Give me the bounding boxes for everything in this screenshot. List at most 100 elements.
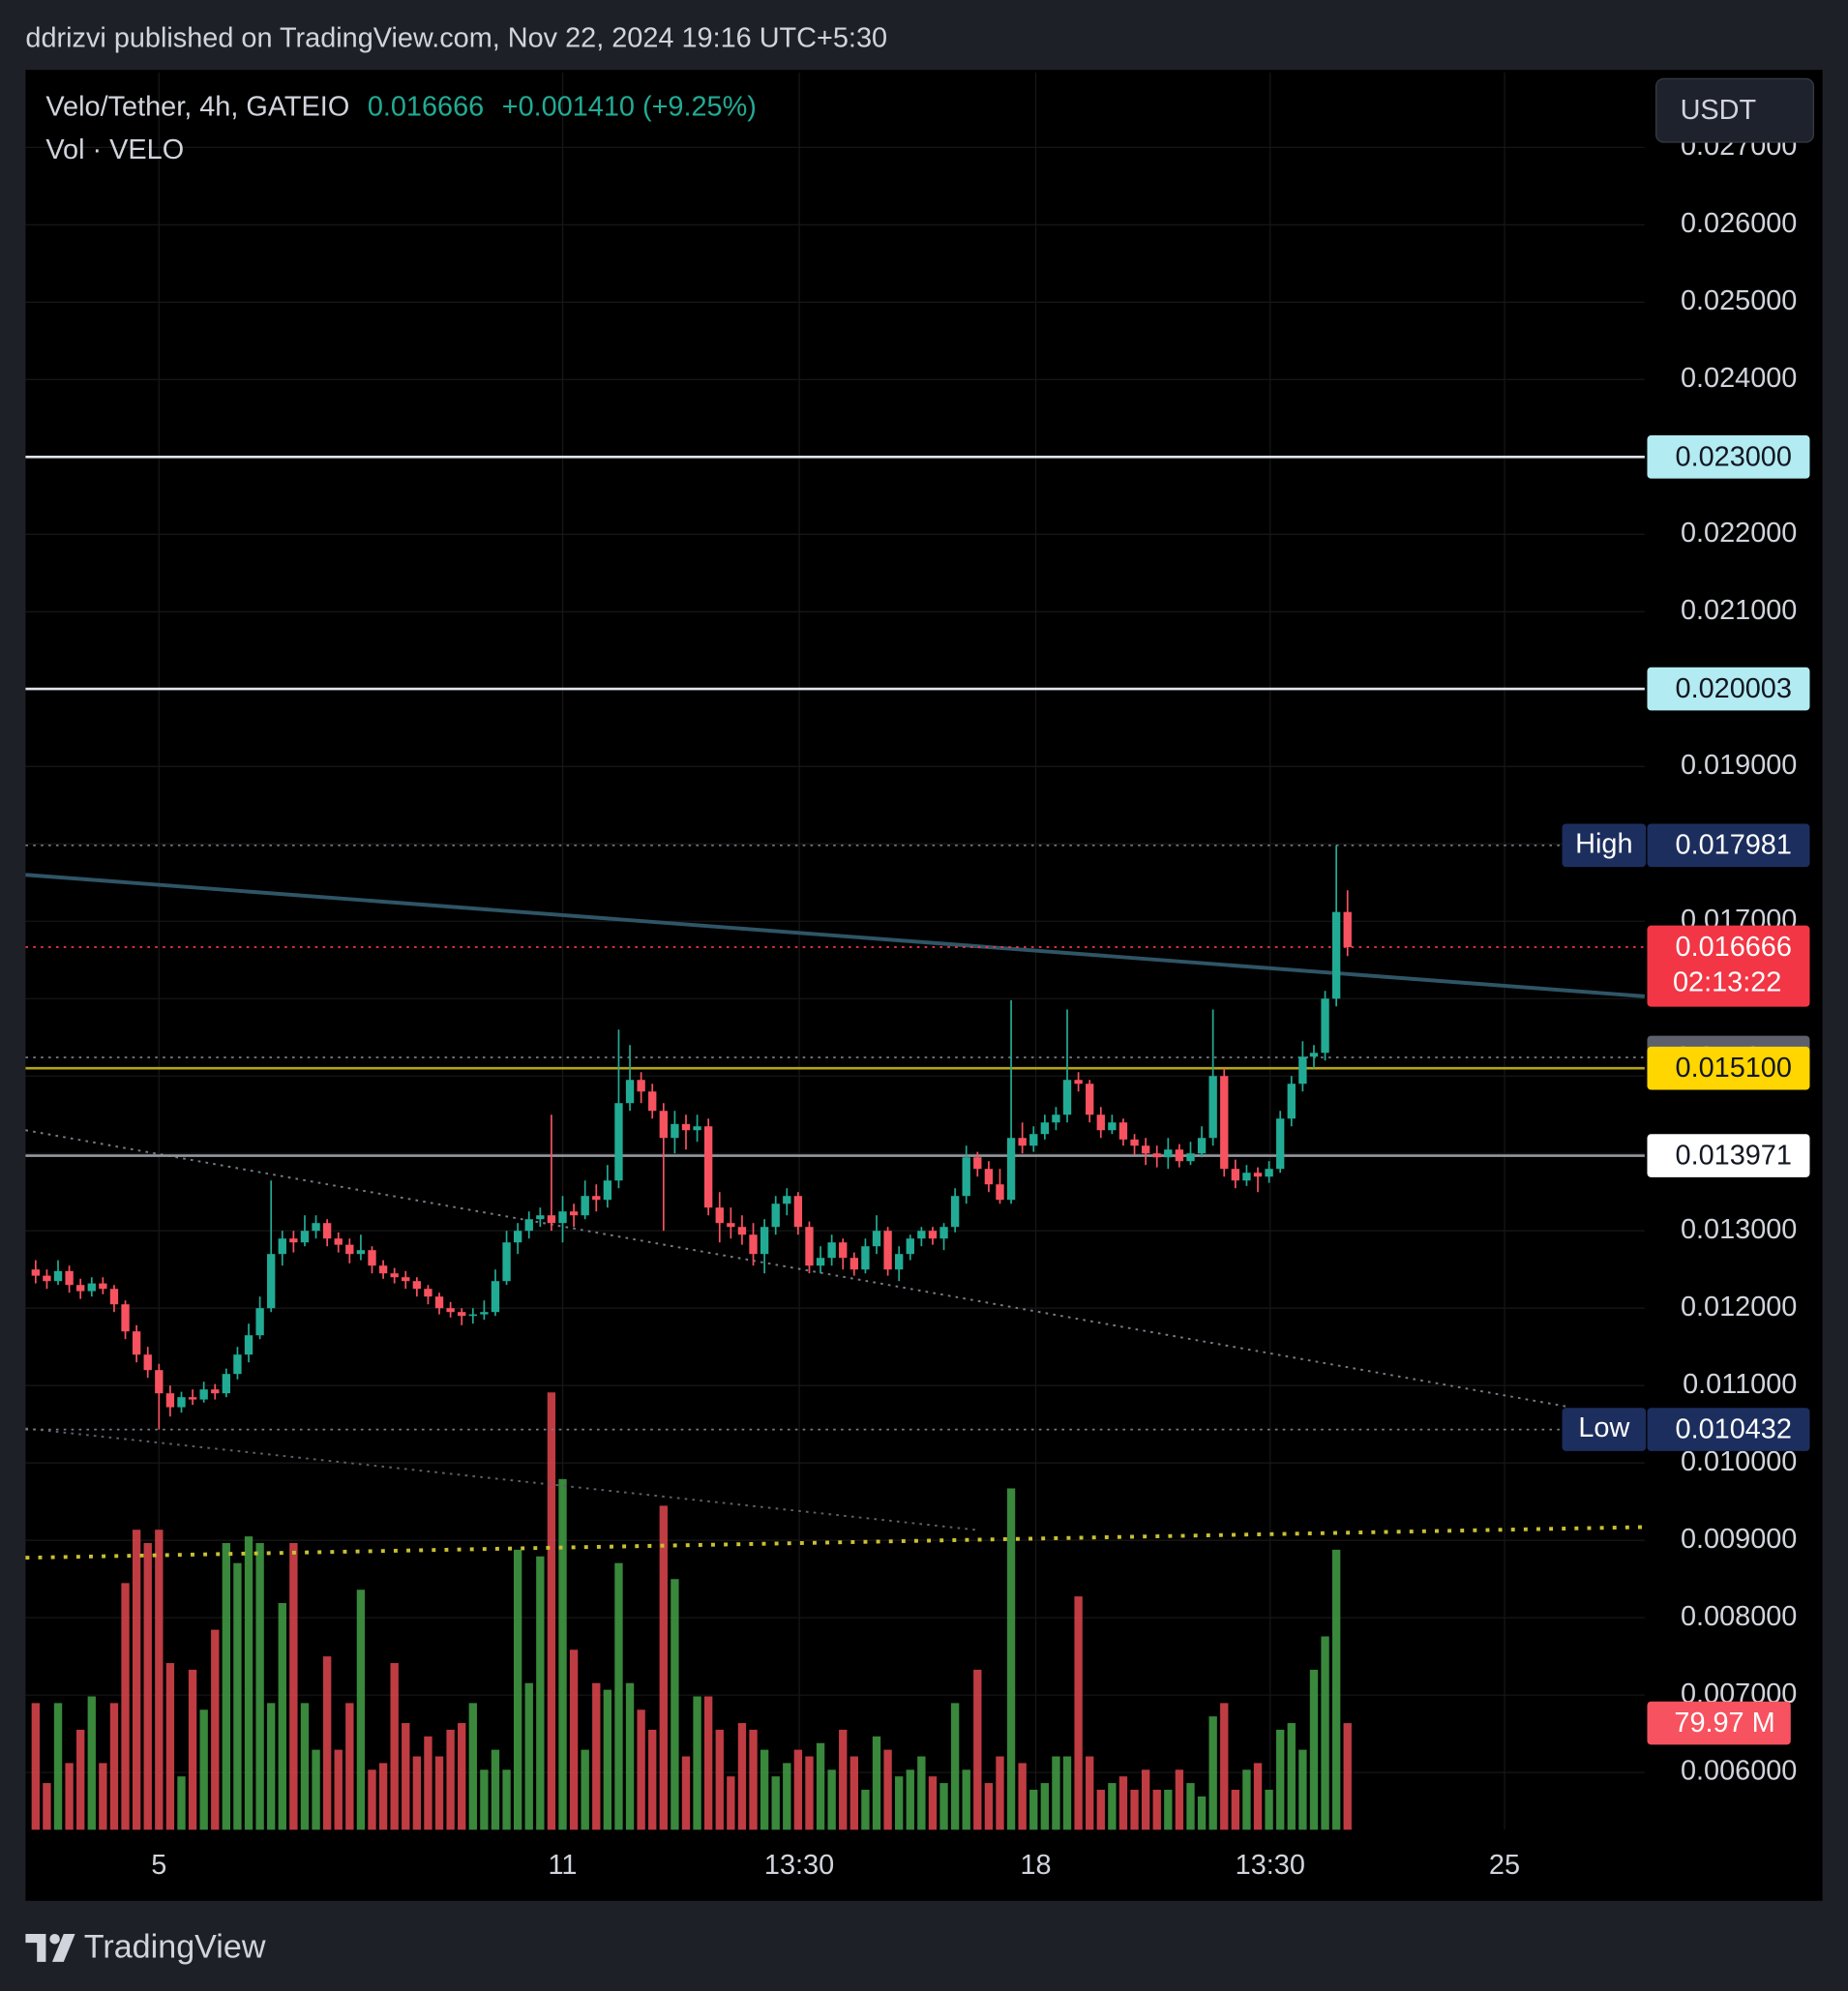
- candle-body: [1074, 1080, 1083, 1085]
- volume-bar: [883, 1749, 892, 1830]
- candle-body: [1197, 1138, 1207, 1154]
- candle-body: [928, 1231, 938, 1239]
- candle-body: [715, 1207, 724, 1224]
- volume-bar: [1108, 1783, 1117, 1830]
- candle-body: [199, 1389, 208, 1400]
- candle-body: [1040, 1122, 1050, 1135]
- price-badge-label: 0.013971: [1676, 1140, 1792, 1171]
- volume-bar: [390, 1663, 399, 1830]
- attribution: ddrizvi published on TradingView.com, No…: [25, 22, 887, 53]
- candle-body: [1220, 1076, 1229, 1170]
- y-tick-label: 0.006000: [1681, 1756, 1797, 1787]
- candle-body: [31, 1269, 41, 1276]
- volume-bar: [368, 1769, 376, 1830]
- volume-bar: [1220, 1703, 1229, 1830]
- x-tick-label: 11: [549, 1850, 578, 1881]
- volume-bar: [334, 1749, 343, 1830]
- x-tick-label: 5: [151, 1850, 166, 1881]
- volume-bar: [211, 1629, 220, 1830]
- volume-bar: [199, 1709, 208, 1830]
- candle-body: [861, 1246, 870, 1270]
- volume-bar: [312, 1749, 320, 1830]
- volume-bar: [1197, 1796, 1207, 1830]
- price-badge: [1647, 1408, 1810, 1451]
- currency-button[interactable]: [1655, 77, 1815, 143]
- volume-bar: [1287, 1723, 1296, 1830]
- volume-bar: [895, 1776, 904, 1830]
- candle-body: [121, 1304, 130, 1332]
- volume-bar: [1130, 1789, 1139, 1830]
- candle-body: [1096, 1114, 1105, 1131]
- volume-bar: [1309, 1669, 1319, 1830]
- candle-body: [1130, 1139, 1139, 1146]
- volume-bar: [1096, 1789, 1105, 1830]
- volume-bar: [76, 1729, 85, 1830]
- candle-body: [614, 1103, 623, 1181]
- volume-bar: [322, 1656, 332, 1830]
- candle-body: [1321, 998, 1329, 1054]
- volume-bar: [703, 1696, 713, 1830]
- volume-bar: [849, 1756, 858, 1830]
- y-tick-label: 0.024000: [1681, 363, 1797, 394]
- volume-bar: [468, 1703, 477, 1830]
- level-name-badge: [1562, 1408, 1647, 1451]
- volume-bar: [233, 1562, 242, 1830]
- volume-bar: [917, 1756, 926, 1830]
- volume-bar: [255, 1542, 264, 1830]
- price-badge-label: 0.010432: [1676, 1414, 1792, 1445]
- y-tick-label: 0.019000: [1681, 750, 1797, 781]
- candle-body: [132, 1331, 141, 1355]
- volume-bar: [928, 1776, 938, 1830]
- volume-bar: [793, 1749, 803, 1830]
- volume-bar: [973, 1669, 982, 1830]
- volume-bar: [1152, 1789, 1161, 1830]
- volume-bar: [1062, 1756, 1072, 1830]
- candle-body: [480, 1312, 489, 1315]
- candle-body: [1164, 1149, 1173, 1158]
- candle-body: [984, 1169, 994, 1185]
- candle-body: [378, 1265, 388, 1274]
- volume-title: Vol · VELO: [45, 134, 184, 165]
- candle-body: [513, 1231, 522, 1243]
- y-tick-label: 0.022000: [1681, 518, 1797, 549]
- volume-bar: [681, 1756, 691, 1830]
- legend-price: 0.016666: [368, 91, 484, 122]
- candle-body: [659, 1111, 668, 1139]
- currency-label[interactable]: USDT: [1681, 95, 1757, 126]
- volume-bar: [87, 1696, 96, 1830]
- candle-body: [603, 1180, 612, 1201]
- volume-bar: [805, 1756, 814, 1830]
- price-badge: [1647, 435, 1810, 479]
- y-tick-label: 0.025000: [1681, 285, 1797, 316]
- candle-body: [1006, 1138, 1016, 1201]
- candle-body: [244, 1335, 253, 1355]
- volume-bar: [715, 1729, 724, 1830]
- candle-body: [1052, 1114, 1060, 1123]
- volume-bar: [65, 1763, 74, 1830]
- countdown: 02:13:22: [1673, 967, 1781, 998]
- volume-bar: [188, 1669, 197, 1830]
- candle-body: [334, 1238, 343, 1245]
- volume-bar: [345, 1703, 354, 1830]
- volume-bar: [614, 1562, 623, 1830]
- x-tick-label: 13:30: [764, 1850, 834, 1881]
- candle-body: [458, 1312, 466, 1317]
- y-tick-label: 0.009000: [1681, 1524, 1797, 1555]
- volume-bar: [1343, 1723, 1352, 1830]
- candle-body: [233, 1354, 242, 1375]
- candle-body: [345, 1244, 354, 1255]
- candle-body: [1086, 1084, 1094, 1115]
- candle-body: [446, 1308, 455, 1313]
- candle-body: [300, 1231, 310, 1243]
- candle-body: [1309, 1053, 1319, 1057]
- volume-bar: [458, 1723, 466, 1830]
- legend-change: +0.001410 (+9.25%): [502, 91, 757, 122]
- price-badge: [1647, 667, 1810, 711]
- volume-bar: [99, 1763, 107, 1830]
- volume-bar: [1231, 1789, 1240, 1830]
- volume-bar: [434, 1756, 444, 1830]
- volume-bar: [906, 1769, 914, 1830]
- volume-bar: [637, 1709, 645, 1830]
- volume-bar: [143, 1542, 152, 1830]
